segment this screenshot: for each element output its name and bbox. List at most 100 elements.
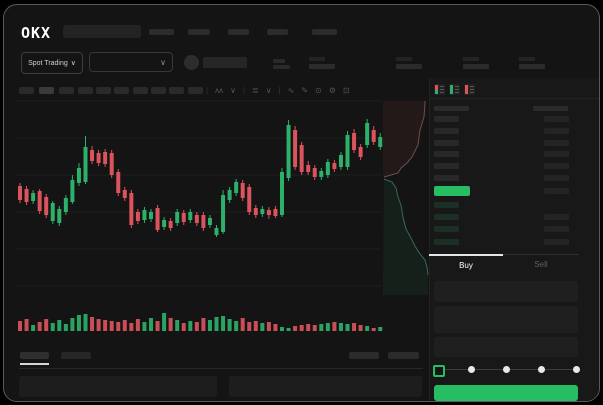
- bottom-action-0[interactable]: [349, 352, 379, 359]
- ask-price-bar[interactable]: [434, 175, 459, 181]
- candle-body: [371, 130, 376, 142]
- buy-tab[interactable]: Buy: [429, 254, 503, 276]
- depth-bid-area: [383, 179, 428, 295]
- bid-price-bar[interactable]: [434, 214, 459, 221]
- timeframe-pill-2[interactable]: [59, 87, 74, 94]
- candle-body: [50, 203, 55, 221]
- amount-input[interactable]: [434, 306, 578, 333]
- volume-bar: [352, 323, 357, 331]
- candle-body: [207, 218, 212, 225]
- candle-body: [122, 190, 127, 198]
- nav-item-4[interactable]: [312, 29, 337, 35]
- total-input[interactable]: [434, 337, 578, 357]
- bottom-action-1[interactable]: [388, 352, 419, 359]
- ticker-stat-value: [519, 64, 545, 69]
- slider-dot-100[interactable]: [573, 366, 580, 373]
- volume-bar: [76, 315, 81, 331]
- volume-bar: [168, 318, 173, 331]
- buy-submit-button[interactable]: [434, 385, 578, 401]
- search-input[interactable]: [63, 25, 141, 38]
- divider: [429, 98, 599, 99]
- candle-body: [325, 162, 330, 175]
- volume-bar: [247, 322, 252, 331]
- market-type-dropdown[interactable]: Spot Trading ∨: [21, 52, 83, 74]
- price-input[interactable]: [434, 281, 578, 302]
- candle-body: [135, 212, 140, 221]
- ticker-stat-label: [396, 57, 412, 61]
- volume-bar: [57, 320, 62, 331]
- timeframe-pill-8[interactable]: [169, 87, 184, 94]
- volume-bar: [44, 319, 49, 331]
- timeframe-pill-7[interactable]: [151, 87, 166, 94]
- ask-price-bar[interactable]: [434, 127, 459, 134]
- book-bids-icon[interactable]: [449, 84, 460, 95]
- pair-selector[interactable]: ∨: [89, 52, 173, 72]
- depth-bid-curve: [383, 178, 429, 276]
- ask-amount-bar: [544, 188, 569, 194]
- orderbook-header-price: [434, 106, 469, 111]
- line-tool-icon[interactable]: ∿: [287, 86, 295, 95]
- timeframe-pill-6[interactable]: [133, 87, 148, 94]
- candle-body: [221, 195, 226, 232]
- candle-body: [306, 165, 311, 172]
- volume-bar: [50, 323, 55, 331]
- candle-body: [247, 187, 252, 212]
- chevron-down-icon[interactable]: ∨: [265, 86, 272, 95]
- last-price-bar[interactable]: [434, 186, 470, 196]
- volume-bar: [325, 323, 330, 331]
- candle-body: [63, 198, 68, 212]
- draw-icon[interactable]: ✎: [301, 86, 309, 95]
- bottom-tab-0[interactable]: [20, 352, 49, 359]
- sell-tab[interactable]: Sell: [534, 260, 548, 269]
- ask-amount-bar: [544, 163, 569, 170]
- nav-item-0[interactable]: [149, 29, 174, 35]
- settings-icon[interactable]: ⚙: [328, 86, 336, 95]
- mode-icon-line: [470, 86, 474, 87]
- candle-body: [155, 208, 160, 230]
- volume-bar: [345, 324, 350, 331]
- slider-dot-25[interactable]: [468, 366, 475, 373]
- bottom-tab-1[interactable]: [61, 352, 91, 359]
- timeframe-pill-4[interactable]: [96, 87, 111, 94]
- nav-item-2[interactable]: [228, 29, 249, 35]
- slider-dot-50[interactable]: [503, 366, 510, 373]
- expand-icon[interactable]: ⊡: [342, 86, 350, 95]
- candle-body: [103, 152, 108, 164]
- bid-price-bar[interactable]: [434, 202, 459, 208]
- volume-bar: [332, 322, 337, 331]
- book-asks-icon[interactable]: [464, 84, 475, 95]
- screenshot-icon[interactable]: ⊙: [315, 86, 322, 95]
- chart-type-icon[interactable]: ʌʌ: [215, 86, 224, 95]
- volume-bar: [122, 320, 127, 331]
- timeframe-pill-3[interactable]: [78, 87, 93, 94]
- interval-icon[interactable]: ≣: [252, 86, 259, 95]
- candle-body: [76, 168, 81, 183]
- ask-amount-bar: [544, 175, 569, 181]
- timeframe-pill-5[interactable]: [114, 87, 129, 94]
- ask-price-bar[interactable]: [434, 163, 459, 170]
- amount-slider-handle[interactable]: [433, 365, 445, 377]
- ask-price-bar[interactable]: [434, 139, 459, 146]
- ask-price-bar[interactable]: [434, 116, 459, 122]
- ask-price-bar[interactable]: [434, 151, 459, 158]
- timeframe-pill-0[interactable]: [19, 87, 34, 94]
- divider: |: [242, 86, 246, 95]
- mode-icon-color-column: [465, 85, 468, 94]
- slider-dot-75[interactable]: [538, 366, 545, 373]
- timeframe-pill-1[interactable]: [39, 87, 54, 94]
- coin-icon: [184, 55, 199, 70]
- ticker-stat-label: [309, 57, 325, 61]
- chevron-down-icon[interactable]: ∨: [230, 86, 236, 95]
- candle-body: [70, 180, 75, 202]
- bid-price-bar[interactable]: [434, 226, 459, 233]
- timeframe-pill-9[interactable]: [188, 87, 203, 94]
- divider: [429, 78, 430, 401]
- book-combined-icon[interactable]: [434, 84, 445, 95]
- bid-price-bar[interactable]: [434, 238, 459, 245]
- nav-item-3[interactable]: [267, 29, 288, 35]
- volume-bar: [319, 324, 324, 331]
- candle-body: [37, 191, 42, 211]
- volume-bar: [240, 318, 245, 331]
- nav-item-1[interactable]: [188, 29, 210, 35]
- candle-body: [312, 168, 317, 177]
